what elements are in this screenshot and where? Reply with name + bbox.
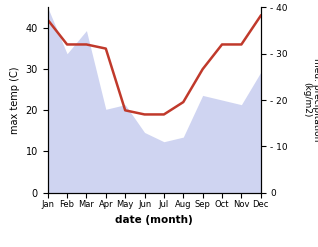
X-axis label: date (month): date (month) (115, 215, 193, 225)
Y-axis label: max temp (C): max temp (C) (10, 66, 20, 134)
Y-axis label: med. precipitation
(kg/m2): med. precipitation (kg/m2) (302, 58, 318, 142)
